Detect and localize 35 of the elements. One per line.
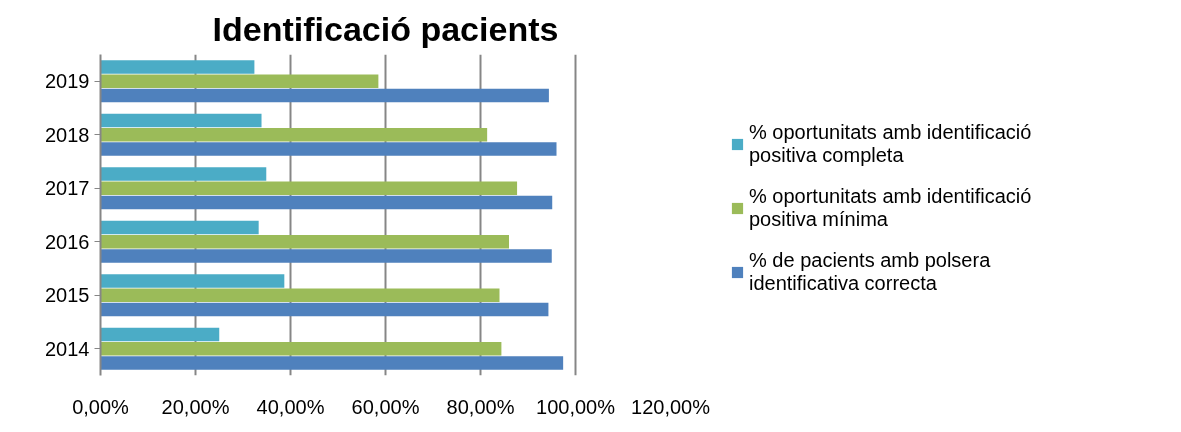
- bar: [100, 288, 500, 303]
- bar: [100, 167, 267, 181]
- bar: [100, 327, 220, 342]
- x-tick-label: 80,00%: [446, 395, 515, 418]
- chart-title: Identificació pacients: [212, 9, 559, 48]
- bar: [100, 356, 564, 370]
- x-tick-label: 20,00%: [161, 395, 230, 418]
- bar: [100, 113, 262, 128]
- x-tick-label: 0,00%: [72, 395, 130, 418]
- bar: [100, 74, 379, 89]
- bar: [100, 249, 552, 263]
- bar: [100, 195, 553, 210]
- bar: [100, 274, 285, 288]
- y-tick-label: 2018: [45, 123, 90, 146]
- y-tick-label: 2016: [45, 230, 90, 253]
- y-tick-label: 2017: [45, 177, 90, 200]
- bar: [100, 220, 259, 235]
- bar: [100, 60, 255, 74]
- x-tick-label: 60,00%: [351, 395, 420, 418]
- bar: [100, 142, 557, 156]
- bar: [100, 234, 509, 249]
- x-tick-label: 120,00%: [631, 395, 711, 418]
- bar: [100, 181, 518, 196]
- legend-label: % oportunitats amb identificació positiva mínima: [749, 185, 1032, 231]
- y-tick-label: 2015: [45, 284, 90, 307]
- x-tick-label: 40,00%: [256, 395, 325, 418]
- legend-label: % oportunitats amb identificació positiva completa: [749, 121, 1032, 167]
- bar: [100, 88, 549, 103]
- y-tick-label: 2019: [45, 70, 90, 93]
- bar: [100, 341, 502, 356]
- bar: [100, 127, 488, 142]
- y-tick-label: 2014: [45, 337, 90, 360]
- legend-label: % de pacients amb polsera identificativa correcta: [749, 249, 991, 295]
- x-tick-label: 100,00%: [536, 395, 616, 418]
- bar: [100, 302, 549, 317]
